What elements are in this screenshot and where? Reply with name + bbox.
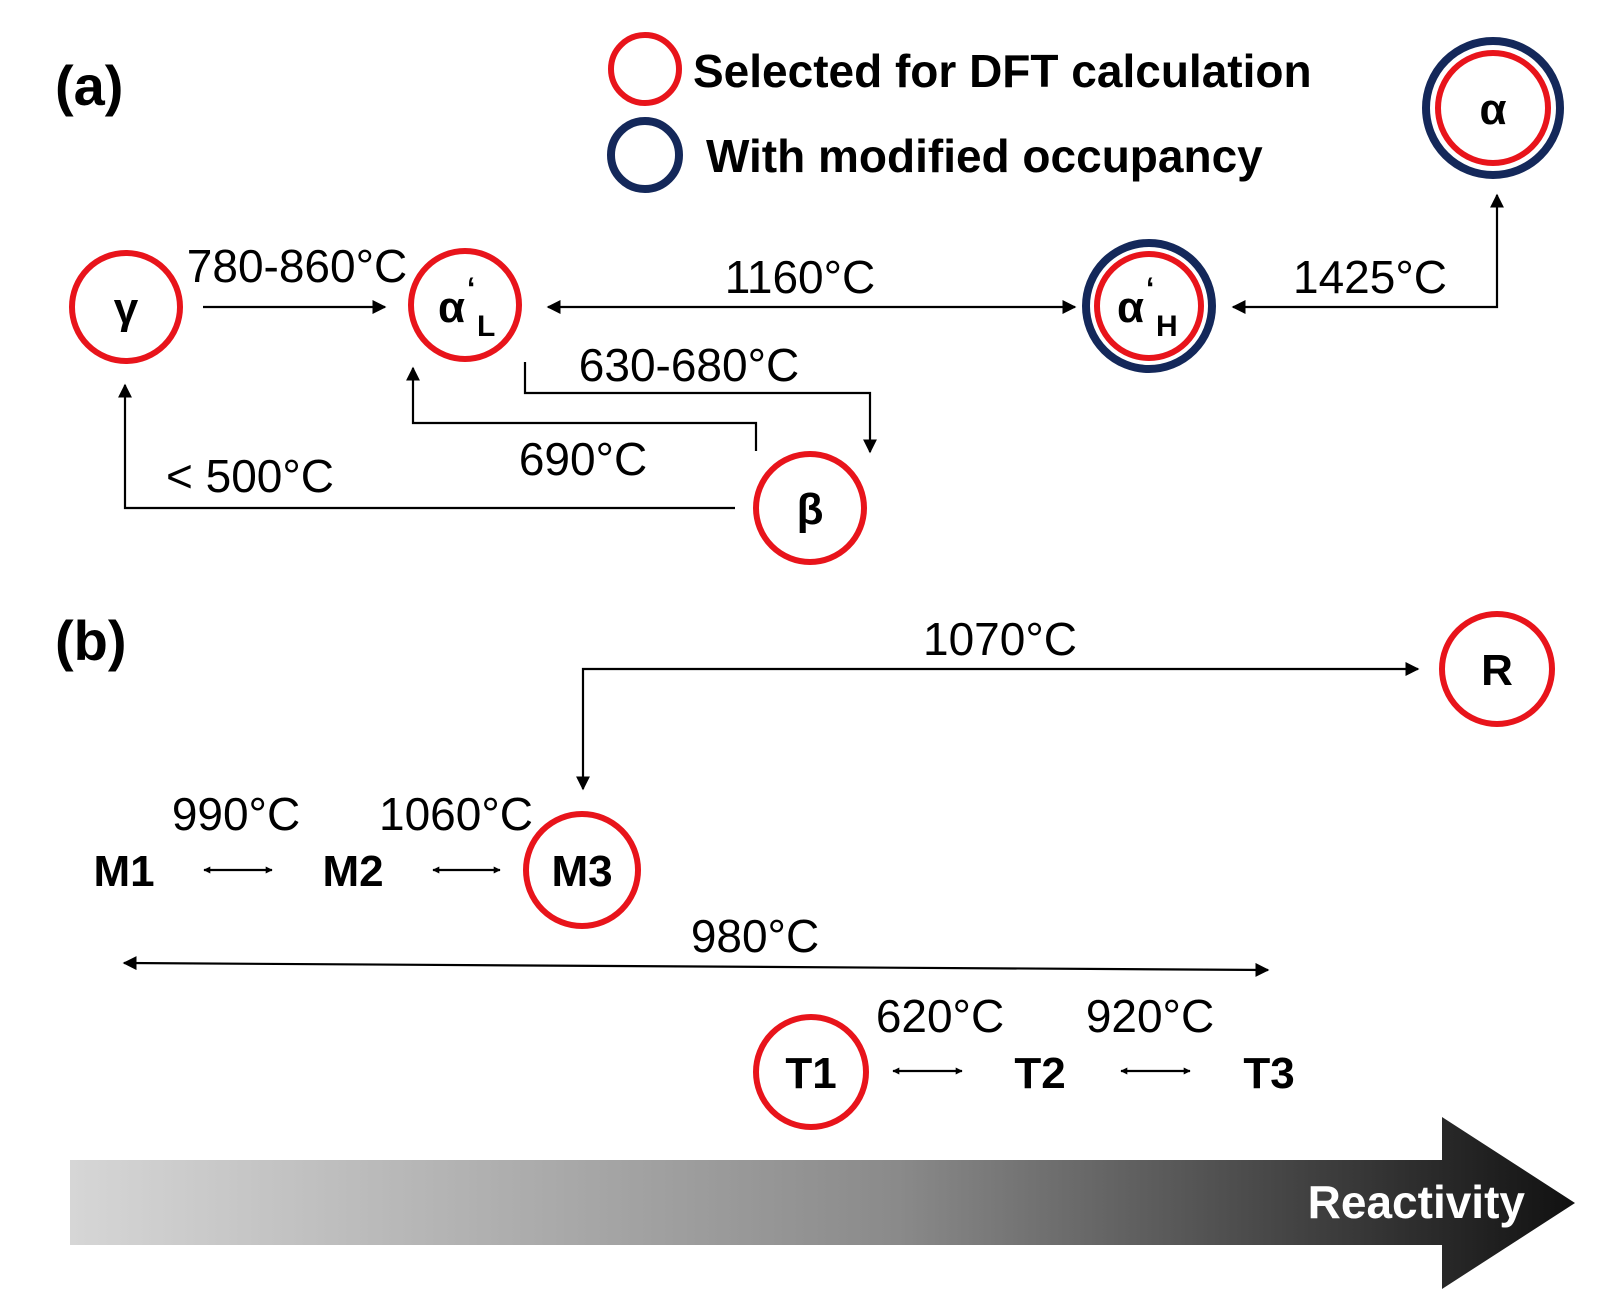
- arrow-beta-to-alphaL: [406, 366, 758, 451]
- arrow-alphaH-alpha: [1231, 193, 1504, 314]
- phase-gamma: γ: [69, 250, 183, 364]
- label-T3-M1: 980°C: [691, 910, 819, 962]
- reactivity-arrow: [70, 1117, 1575, 1289]
- legend: Selected for DFT calculation With modifi…: [607, 32, 1312, 193]
- phase-alpha-H-subscript: H: [1156, 310, 1178, 343]
- label-M3-R: 1070°C: [923, 613, 1077, 665]
- phase-M3-label: M3: [551, 847, 612, 896]
- arrow-alphaL-to-beta: [523, 362, 877, 454]
- phase-R: R: [1439, 611, 1555, 727]
- reactivity-label: Reactivity: [1308, 1176, 1526, 1228]
- phase-alpha-H-mark: ‘: [1146, 272, 1154, 305]
- arrow-beta-to-gamma: [118, 383, 735, 510]
- phase-T3-label: T3: [1243, 1049, 1294, 1098]
- label-alphaH-alpha: 1425°C: [1293, 251, 1447, 303]
- phase-alpha-L-subscript: L: [477, 310, 495, 343]
- phase-alpha-H: α ‘ H: [1082, 239, 1216, 373]
- phase-alpha-L: α ‘ L: [408, 248, 522, 362]
- phase-M3: M3: [523, 811, 641, 929]
- label-T2-T3: 920°C: [1086, 990, 1214, 1042]
- label-M2-M3: 1060°C: [379, 788, 533, 840]
- phase-T1-label: T1: [785, 1049, 836, 1098]
- label-M1-M2: 990°C: [172, 788, 300, 840]
- phase-M2-label: M2: [322, 847, 383, 896]
- phase-alpha-label: α: [1479, 85, 1506, 134]
- phase-T1: T1: [753, 1014, 869, 1130]
- label-alphaL-to-beta: 630-680°C: [579, 339, 799, 391]
- legend-red-ring-icon: [608, 32, 682, 106]
- phase-alpha-H-label: α: [1117, 283, 1144, 332]
- label-beta-to-gamma: < 500°C: [166, 450, 334, 502]
- legend-modified-label: With modified occupancy: [706, 130, 1263, 182]
- phase-M1-label: M1: [93, 847, 154, 896]
- phase-alpha-L-mark: ‘: [467, 272, 475, 305]
- legend-blue-ring-icon: [607, 117, 683, 193]
- phase-beta: β: [753, 451, 867, 565]
- label-alphaL-alphaH: 1160°C: [725, 251, 876, 303]
- phase-R-label: R: [1481, 646, 1513, 695]
- phase-alpha: α: [1422, 37, 1564, 179]
- label-beta-to-alphaL: 690°C: [519, 433, 647, 485]
- label-gamma-to-alphaL: 780-860°C: [187, 240, 407, 292]
- legend-selected-label: Selected for DFT calculation: [693, 45, 1312, 97]
- label-T1-T2: 620°C: [876, 990, 1004, 1042]
- phase-T2-label: T2: [1014, 1049, 1065, 1098]
- phase-gamma-label: γ: [114, 284, 139, 333]
- arrow-M3-R: [576, 662, 1420, 791]
- panel-label-b: (b): [55, 609, 127, 672]
- arrow-T3-M1: [122, 956, 1270, 977]
- phase-alpha-L-label: α: [438, 283, 465, 332]
- phase-beta-label: β: [797, 485, 824, 534]
- panel-label-a: (a): [55, 54, 123, 117]
